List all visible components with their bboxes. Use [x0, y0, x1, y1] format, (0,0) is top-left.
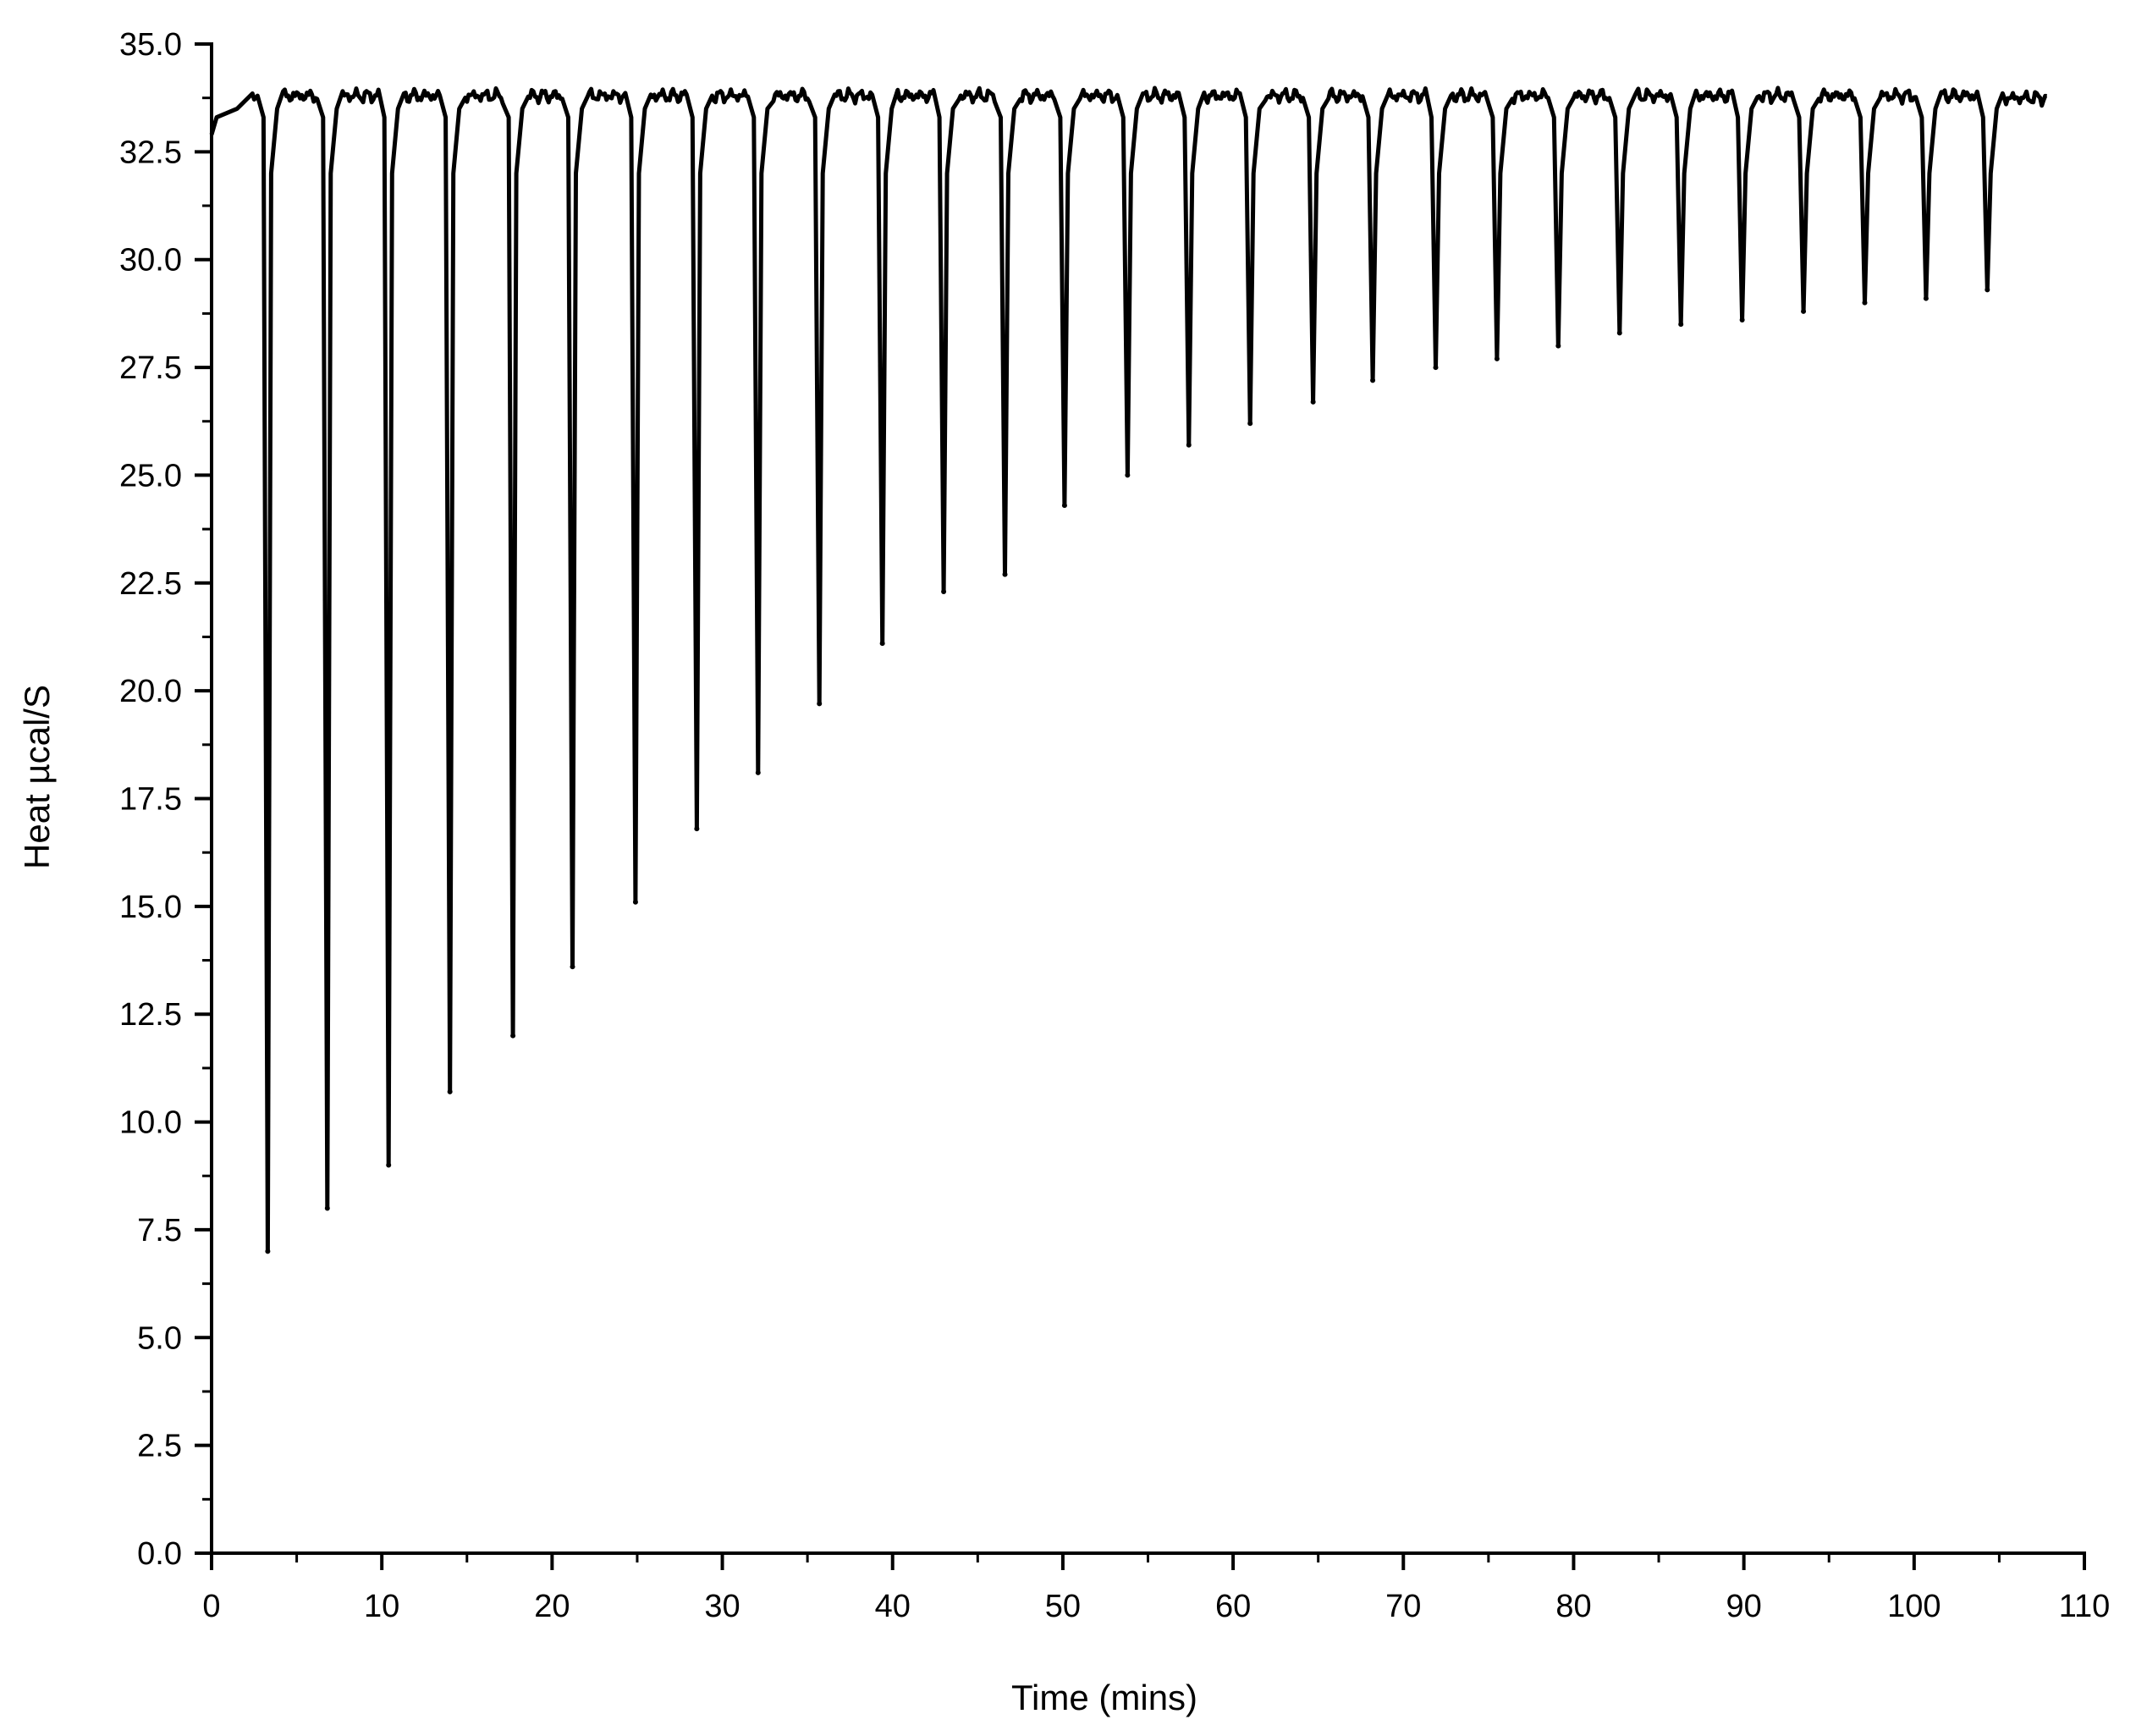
y-tick-label: 20.0 — [119, 674, 182, 709]
injection-peak — [1370, 378, 1376, 383]
y-tick-label: 25.0 — [119, 458, 182, 493]
injection-peak — [1862, 300, 1868, 306]
injection-peak — [1247, 421, 1253, 427]
injection-peak — [879, 641, 885, 647]
injection-peak — [324, 1205, 330, 1211]
injection-peak — [1494, 355, 1500, 361]
x-tick-label: 100 — [1887, 1589, 1941, 1624]
y-tick-label: 7.5 — [137, 1213, 182, 1248]
injection-peak — [386, 1162, 392, 1168]
injection-peak — [1125, 472, 1131, 478]
injection-peak — [1985, 287, 1990, 293]
injection-peak — [1061, 503, 1067, 509]
y-tick-label: 5.0 — [137, 1320, 182, 1356]
injection-peak — [1310, 399, 1316, 405]
x-tick-label: 60 — [1215, 1589, 1251, 1624]
y-tick-label: 2.5 — [137, 1429, 182, 1464]
x-tick-label: 0 — [202, 1589, 220, 1624]
y-tick-label: 32.5 — [119, 135, 182, 170]
x-tick-label: 30 — [704, 1589, 740, 1624]
injection-peak — [817, 701, 823, 707]
x-tick-label: 110 — [2059, 1589, 2111, 1624]
injection-peak — [1433, 365, 1439, 371]
x-tick-label: 70 — [1385, 1589, 1421, 1624]
injection-peak — [510, 1033, 516, 1039]
y-tick-label: 15.0 — [119, 890, 182, 925]
x-tick-label: 90 — [1726, 1589, 1761, 1624]
axes-layer: 0.0 2.5 5.0 7.5 10.0 12.5 15.0 17.5 20.0 22.5 25.0… — [119, 27, 2110, 1624]
heat-trace-line — [209, 85, 2048, 1254]
y-tick-label: 17.5 — [119, 782, 182, 818]
x-tick-label: 20 — [534, 1589, 570, 1624]
y-tick-label: 27.5 — [119, 350, 182, 386]
injection-peak — [941, 588, 947, 594]
y-tick-label: 10.0 — [119, 1105, 182, 1141]
injection-peak — [694, 826, 700, 832]
y-tick-label: 12.5 — [119, 997, 182, 1033]
x-tick-label: 80 — [1555, 1589, 1591, 1624]
y-tick-label: 30.0 — [119, 243, 182, 278]
injection-peak — [447, 1088, 453, 1094]
injection-peak — [570, 964, 575, 970]
y-axis-title: Heat µcal/S — [17, 685, 57, 869]
injection-peak — [1678, 322, 1684, 328]
injection-peak — [755, 769, 761, 775]
y-tick-label: 22.5 — [119, 566, 182, 602]
trace-layer — [209, 85, 2048, 1254]
injection-peak — [1186, 442, 1192, 448]
injection-peak — [1616, 330, 1622, 336]
injection-peak — [632, 899, 638, 905]
y-tick-label: 0.0 — [137, 1536, 182, 1572]
y-tick-label: 35.0 — [119, 27, 182, 63]
x-axis-title: Time (mins) — [1011, 1678, 1197, 1717]
injection-peak — [1801, 308, 1807, 314]
injection-peak — [265, 1248, 271, 1254]
injection-peak — [1555, 343, 1561, 349]
x-tick-label: 50 — [1045, 1589, 1081, 1624]
x-tick-label: 10 — [364, 1589, 399, 1624]
injection-peak — [1002, 571, 1008, 577]
injection-peak — [1739, 317, 1745, 323]
x-tick-label: 40 — [875, 1589, 911, 1624]
injection-peak — [1923, 295, 1929, 301]
